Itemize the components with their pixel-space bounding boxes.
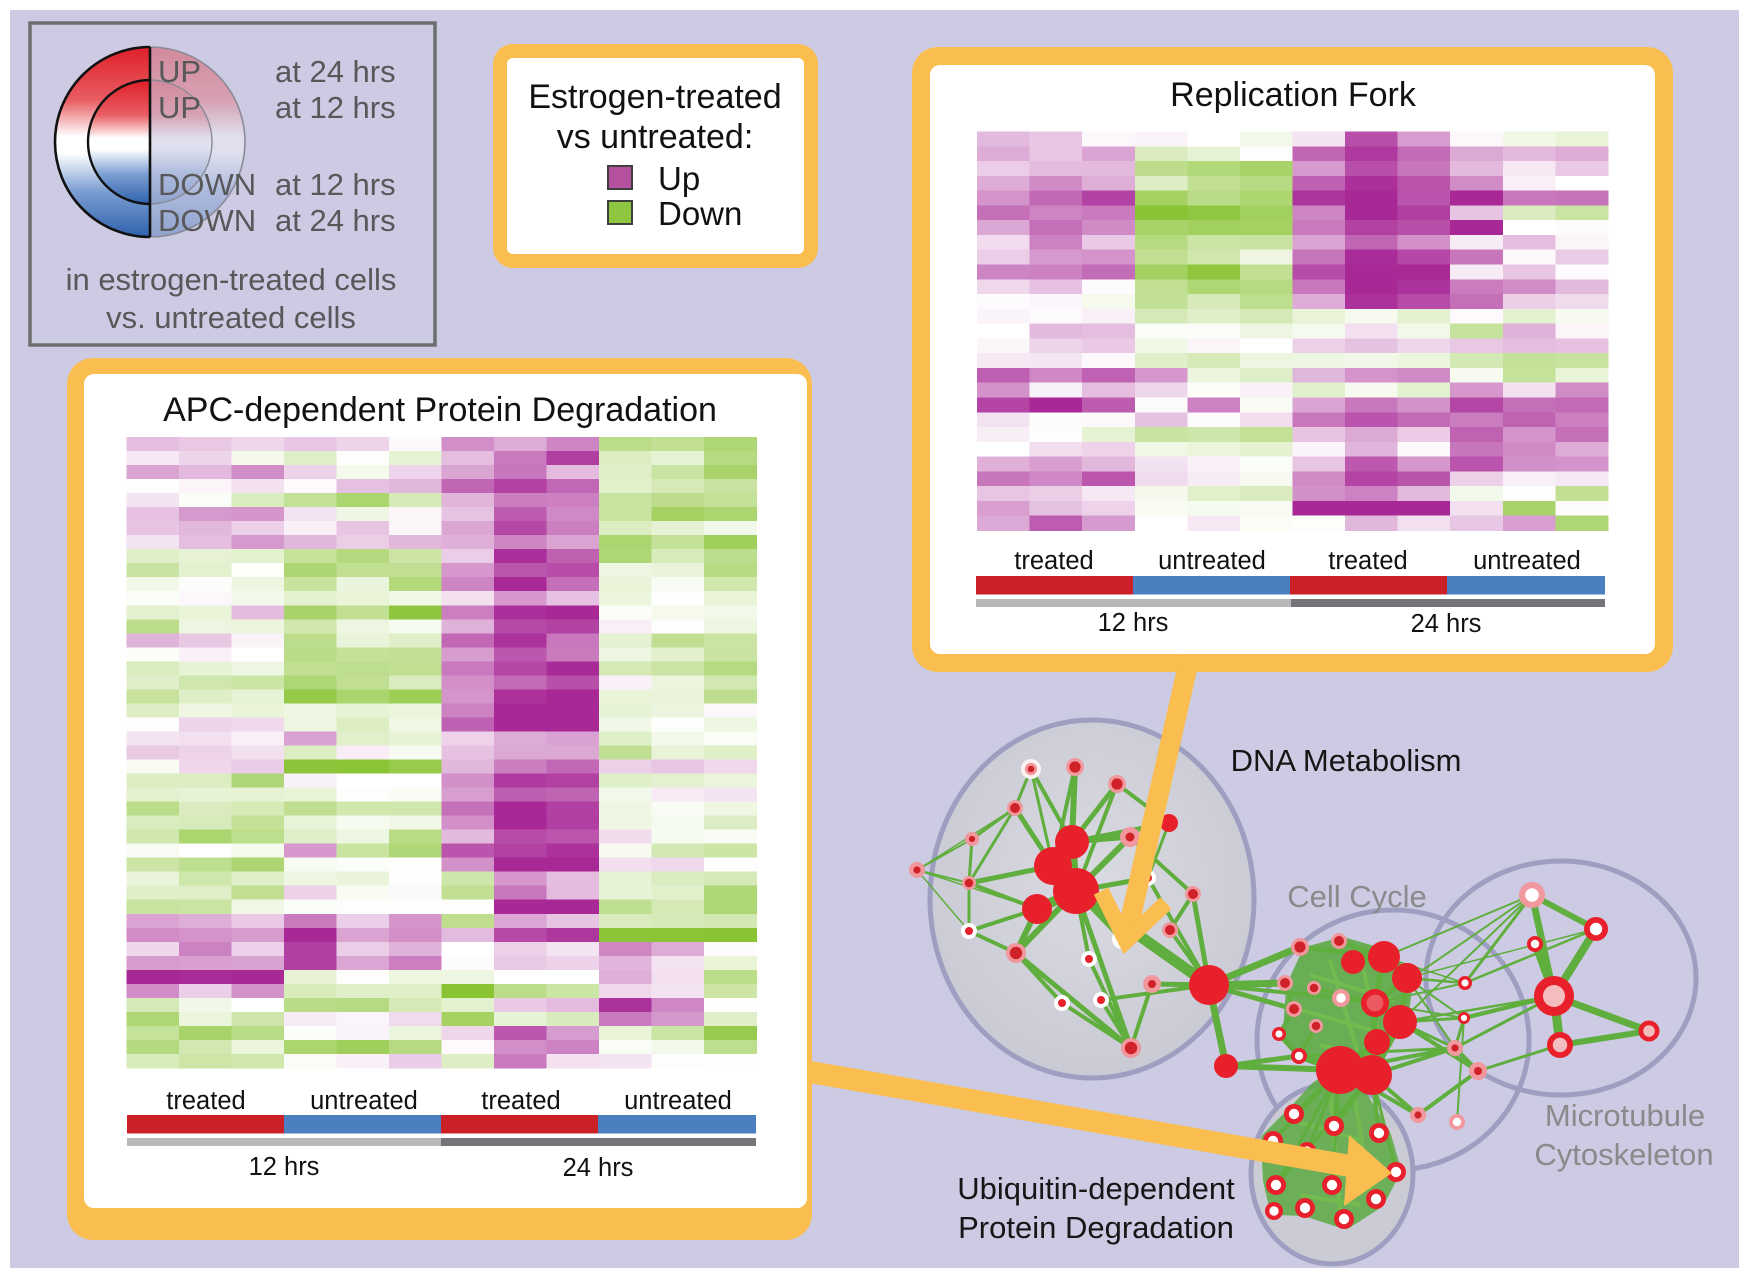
svg-text:untreated: untreated — [624, 1087, 732, 1115]
svg-text:Cytoskeleton: Cytoskeleton — [1534, 1137, 1713, 1172]
svg-text:vs untreated:: vs untreated: — [557, 118, 754, 156]
svg-text:APC-dependent Protein Degradat: APC-dependent Protein Degradation — [163, 391, 717, 429]
svg-text:Ubiquitin-dependent: Ubiquitin-dependent — [957, 1171, 1235, 1206]
svg-text:at 24 hrs: at 24 hrs — [275, 203, 396, 238]
svg-text:treated: treated — [481, 1087, 560, 1115]
svg-text:24 hrs: 24 hrs — [1411, 610, 1482, 638]
svg-text:UP: UP — [158, 54, 201, 89]
svg-text:Microtubule: Microtubule — [1545, 1098, 1705, 1133]
svg-text:untreated: untreated — [310, 1087, 418, 1115]
svg-text:UP: UP — [158, 90, 201, 125]
svg-text:Replication Fork: Replication Fork — [1170, 76, 1417, 114]
svg-text:at 24 hrs: at 24 hrs — [275, 54, 396, 89]
svg-text:in estrogen-treated cells: in estrogen-treated cells — [66, 262, 397, 297]
svg-text:Protein Degradation: Protein Degradation — [958, 1210, 1234, 1245]
svg-text:Down: Down — [658, 195, 742, 232]
svg-text:Up: Up — [658, 160, 700, 197]
svg-text:DNA Metabolism: DNA Metabolism — [1231, 743, 1462, 778]
svg-text:12 hrs: 12 hrs — [249, 1153, 320, 1181]
svg-text:untreated: untreated — [1158, 547, 1266, 575]
svg-text:Cell Cycle: Cell Cycle — [1287, 879, 1427, 914]
svg-text:vs. untreated cells: vs. untreated cells — [106, 300, 356, 335]
svg-text:Estrogen-treated: Estrogen-treated — [528, 78, 781, 116]
svg-text:12 hrs: 12 hrs — [1098, 609, 1169, 637]
svg-text:untreated: untreated — [1473, 547, 1581, 575]
svg-text:treated: treated — [166, 1087, 245, 1115]
svg-text:treated: treated — [1014, 547, 1093, 575]
svg-text:DOWN: DOWN — [158, 167, 256, 202]
svg-text:24 hrs: 24 hrs — [563, 1154, 634, 1182]
svg-text:treated: treated — [1328, 547, 1407, 575]
svg-text:DOWN: DOWN — [158, 203, 256, 238]
svg-text:at 12 hrs: at 12 hrs — [275, 90, 396, 125]
svg-text:at 12 hrs: at 12 hrs — [275, 167, 396, 202]
